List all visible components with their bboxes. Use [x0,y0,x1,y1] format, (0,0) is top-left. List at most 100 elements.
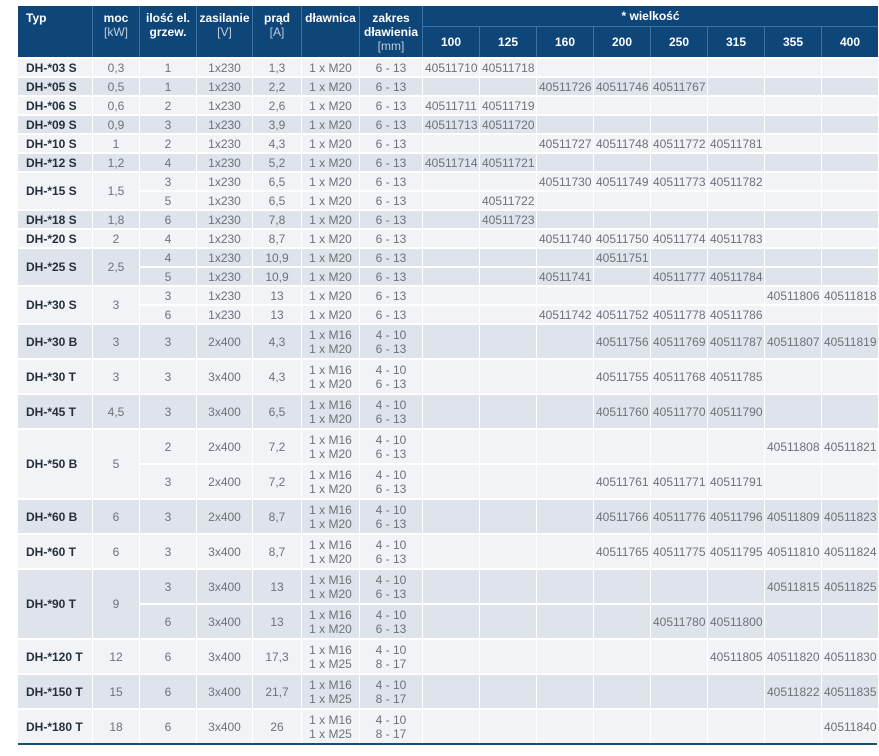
size-code-cell [423,228,480,247]
size-code-cell [708,673,765,708]
heaters-count-cell: 4 [140,247,197,266]
gland-cell: 1 x M20 [302,228,360,247]
gland-cell: 1 x M16 1 x M20 [302,498,360,533]
throttle-range-cell: 6 - 13 [360,304,423,323]
size-code-cell: 40511815 [765,568,822,603]
power-cell: 3 [93,358,140,393]
size-code-cell [423,393,480,428]
heaters-count-cell: 5 [140,266,197,285]
size-code-cell [765,304,822,323]
size-code-cell [594,57,651,76]
throttle-range-cell-line: 6 - 13 [375,551,407,566]
size-code-cell: 40511740 [537,228,594,247]
size-code-cell [594,190,651,209]
size-code-cell [594,568,651,603]
type-cell: DH-*18 S [18,209,93,228]
throttle-range-cell-line: 6 - 13 [375,60,407,75]
size-code-cell [708,76,765,95]
size-code-cell: 40511806 [765,285,822,304]
gland-cell-line: 1 x M20 [309,446,352,461]
table-row: DH-*20 S 2 4 1x230 8,7 1 x M20 6 - 13 40511740 4… [18,228,879,247]
gland-cell-line: 1 x M16 [309,432,352,447]
spec-table: Typ moc [kW] ilość el. grzew. zasilanie … [18,6,879,745]
size-code-cell [765,57,822,76]
current-cell: 13 [253,568,302,603]
size-code-cell [537,393,594,428]
throttle-range-cell-line: 6 - 13 [375,376,407,391]
size-code-cell [708,209,765,228]
size-col-header-315: 315 [708,27,765,57]
supply-cell: 1x230 [197,95,253,114]
size-code-cell [594,638,651,673]
size-code-cell: 40511742 [537,304,594,323]
size-code-cell: 40511840 [822,708,879,743]
power-cell: 1,2 [93,152,140,171]
gland-cell-line: 1 x M20 [309,60,352,75]
throttle-range-cell: 6 - 13 [360,171,423,190]
size-code-cell: 40511835 [822,673,879,708]
size-code-cell [423,428,480,463]
size-code-cell: 40511777 [651,266,708,285]
size-code-cell [822,152,879,171]
table-row: DH-*60 T 6 3 3x400 8,7 1 x M16 1 x M20 4 - 10 6 … [18,533,879,568]
type-cell: DH-*150 T [18,673,93,708]
throttle-range-cell-line: 6 - 13 [375,136,407,151]
current-cell: 10,9 [253,266,302,285]
gland-cell-line: 1 x M20 [309,98,352,113]
supply-cell: 1x230 [197,171,253,190]
size-col-header-355: 355 [765,27,822,57]
supply-cell: 1x230 [197,114,253,133]
size-code-cell [765,708,822,743]
size-code-cell [765,190,822,209]
supply-cell: 3x400 [197,568,253,603]
size-code-cell [651,114,708,133]
size-code-cell [651,209,708,228]
size-code-cell [594,708,651,743]
throttle-range-cell: 4 - 10 6 - 13 [360,358,423,393]
throttle-range-cell: 6 - 13 [360,152,423,171]
type-cell: DH-*50 B [18,428,93,498]
table-row: DH-*30 T 3 3 3x400 4,3 1 x M16 1 x M20 4 - 10 6 … [18,358,879,393]
size-code-cell [594,603,651,638]
gland-cell-line: 1 x M16 [309,467,352,482]
power-cell: 0,5 [93,76,140,95]
current-cell: 13 [253,304,302,323]
size-code-cell [708,568,765,603]
throttle-range-cell-line: 4 - 10 [375,642,407,657]
throttle-range-cell: 4 - 10 6 - 13 [360,323,423,358]
throttle-range-cell: 4 - 10 6 - 13 [360,498,423,533]
size-code-cell: 40511780 [651,603,708,638]
table-header: Typ moc [kW] ilość el. grzew. zasilanie … [18,6,879,57]
throttle-range-cell-line: 6 - 13 [375,98,407,113]
power-cell: 1 [93,133,140,152]
size-code-cell: 40511711 [423,95,480,114]
size-code-cell [537,152,594,171]
gland-cell: 1 x M16 1 x M20 [302,393,360,428]
throttle-range-cell-line: 4 - 10 [375,502,407,517]
size-code-cell [822,603,879,638]
type-cell: DH-*60 B [18,498,93,533]
supply-cell: 1x230 [197,285,253,304]
current-cell: 2,6 [253,95,302,114]
size-code-cell: 40511721 [480,152,537,171]
gland-cell: 1 x M20 [302,114,360,133]
gland-cell-line: 1 x M25 [309,726,352,741]
col-header-prad: prąd [A] [253,6,302,57]
table-row: DH-*90 T 9 3 3x400 13 1 x M16 1 x M20 4 - 10 6 -… [18,568,879,638]
size-code-cell [708,285,765,304]
throttle-range-cell-line: 4 - 10 [375,397,407,412]
gland-cell: 1 x M16 1 x M25 [302,673,360,708]
size-code-cell [708,95,765,114]
size-code-cell [423,285,480,304]
size-code-cell [480,171,537,190]
table-row: DH-*10 S 1 2 1x230 4,3 1 x M20 6 - 13 40511727 4… [18,133,879,152]
throttle-range-cell: 6 - 13 [360,285,423,304]
size-code-cell [651,673,708,708]
size-code-cell: 40511749 [594,171,651,190]
size-code-cell: 40511767 [651,76,708,95]
throttle-range-cell: 6 - 13 [360,247,423,266]
size-code-cell [480,533,537,568]
power-cell: 3 [93,323,140,358]
type-cell: DH-*20 S [18,228,93,247]
size-code-cell: 40511778 [651,304,708,323]
